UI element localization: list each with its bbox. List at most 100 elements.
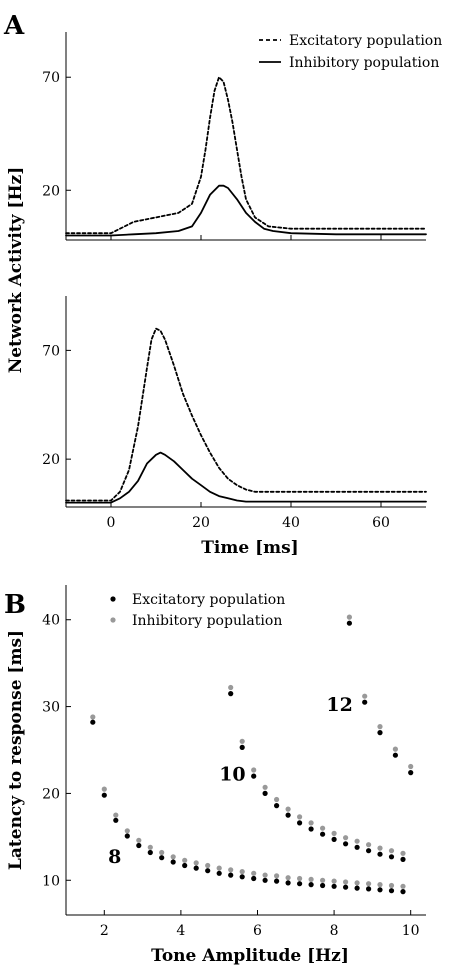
inhibitory-point bbox=[366, 881, 372, 887]
excitatory-point bbox=[320, 882, 326, 889]
panel-label-b: B bbox=[4, 590, 26, 620]
panel-b-y-axis-label: Latency to response [ms] bbox=[6, 630, 26, 870]
inhibitory-point bbox=[377, 724, 383, 730]
inhibitory-point bbox=[251, 767, 257, 773]
excitatory-series-line bbox=[65, 327, 427, 502]
excitatory-point bbox=[205, 868, 211, 874]
excitatory-point bbox=[377, 730, 383, 736]
excitatory-point bbox=[262, 877, 268, 883]
legend-inhibitory-marker bbox=[110, 617, 116, 623]
excitatory-point bbox=[408, 770, 414, 776]
excitatory-point bbox=[354, 844, 360, 850]
excitatory-point bbox=[388, 854, 395, 860]
inhibitory-point bbox=[377, 882, 383, 888]
x-tick-label: 4 bbox=[176, 923, 185, 939]
excitatory-point bbox=[392, 752, 398, 758]
inhibitory-point bbox=[362, 693, 368, 699]
legend-excitatory-marker bbox=[110, 596, 116, 602]
excitatory-point bbox=[251, 875, 257, 882]
excitatory-point bbox=[182, 862, 188, 869]
x-tick-label: 0 bbox=[107, 515, 116, 531]
inhibitory-point bbox=[331, 878, 337, 884]
excitatory-point bbox=[362, 699, 368, 705]
inhibitory-point bbox=[343, 879, 349, 885]
legend-excitatory-label: Excitatory population bbox=[289, 33, 442, 49]
excitatory-point bbox=[274, 878, 280, 884]
y-tick-label: 40 bbox=[42, 613, 60, 629]
excitatory-point bbox=[239, 744, 245, 751]
x-tick-label: 8 bbox=[330, 923, 339, 939]
curve-annotation: 10 bbox=[219, 763, 245, 785]
excitatory-point bbox=[308, 882, 314, 888]
inhibitory-point bbox=[136, 837, 142, 843]
y-tick-label: 20 bbox=[42, 183, 60, 199]
excitatory-point bbox=[193, 865, 199, 871]
inhibitory-point bbox=[216, 865, 222, 871]
excitatory-point bbox=[170, 859, 176, 865]
excitatory-point bbox=[216, 870, 222, 876]
excitatory-point bbox=[147, 849, 153, 856]
inhibitory-point bbox=[159, 849, 165, 856]
panel-label-a: A bbox=[3, 11, 25, 41]
excitatory-point bbox=[90, 719, 96, 725]
inhibitory-point bbox=[113, 812, 119, 818]
x-tick-label: 20 bbox=[192, 515, 210, 531]
inhibitory-point bbox=[320, 825, 326, 831]
excitatory-point bbox=[136, 842, 142, 849]
y-tick-label: 70 bbox=[42, 70, 60, 86]
excitatory-point bbox=[343, 884, 349, 890]
excitatory-point bbox=[101, 792, 107, 798]
curve-annotation: 12 bbox=[326, 694, 352, 716]
x-tick-label: 60 bbox=[372, 515, 390, 531]
inhibitory-point bbox=[297, 814, 303, 820]
y-tick-label: 20 bbox=[42, 786, 60, 802]
inhibitory-point bbox=[354, 880, 360, 886]
excitatory-point bbox=[346, 620, 352, 626]
y-tick-label: 70 bbox=[42, 343, 60, 359]
legend-inhibitory-label: Inhibitory population bbox=[132, 613, 282, 629]
legend-excitatory-label: Excitatory population bbox=[132, 592, 285, 608]
excitatory-point bbox=[377, 851, 383, 857]
excitatory-point bbox=[285, 812, 291, 818]
inhibitory-point bbox=[392, 746, 398, 752]
excitatory-point bbox=[366, 848, 372, 854]
excitatory-point bbox=[274, 803, 280, 809]
inhibitory-point bbox=[308, 876, 314, 883]
excitatory-point bbox=[331, 836, 337, 843]
inhibitory-point bbox=[354, 838, 360, 844]
panel-b-plot: 10 20 30 40 2 4 6 8 10 8 10 12 Excitatory populatio… bbox=[6, 585, 426, 966]
inhibitory-series-line bbox=[65, 451, 427, 504]
inhibitory-point bbox=[239, 869, 245, 875]
excitatory-point bbox=[297, 881, 303, 887]
excitatory-point bbox=[400, 889, 406, 895]
inhibitory-point bbox=[400, 883, 406, 889]
excitatory-point bbox=[124, 833, 130, 839]
panel-b-legend: Excitatory population Inhibitory populat… bbox=[110, 592, 285, 629]
excitatory-point bbox=[354, 885, 360, 891]
excitatory-point bbox=[159, 855, 165, 861]
inhibitory-point bbox=[228, 684, 234, 691]
inhibitory-point bbox=[239, 738, 245, 744]
excitatory-point bbox=[366, 886, 372, 892]
excitatory-point bbox=[228, 872, 234, 878]
inhibitory-point bbox=[262, 784, 268, 790]
y-tick-label: 10 bbox=[42, 873, 60, 889]
inhibitory-point bbox=[346, 614, 352, 620]
inhibitory-point bbox=[297, 875, 303, 882]
panel-a-x-axis-label: Time [ms] bbox=[201, 538, 298, 558]
y-tick-label: 20 bbox=[42, 452, 60, 468]
inhibitory-point bbox=[228, 867, 234, 873]
excitatory-point bbox=[262, 790, 268, 797]
inhibitory-point bbox=[251, 870, 257, 876]
inhibitory-point bbox=[308, 820, 314, 826]
y-tick-label: 30 bbox=[42, 700, 60, 716]
inhibitory-point bbox=[408, 763, 414, 770]
legend-inhibitory-label: Inhibitory population bbox=[289, 55, 439, 71]
inhibitory-point bbox=[285, 875, 291, 881]
excitatory-series-line bbox=[65, 76, 427, 235]
inhibitory-point bbox=[388, 882, 395, 889]
excitatory-point bbox=[331, 883, 337, 889]
inhibitory-point bbox=[388, 848, 395, 854]
inhibitory-point bbox=[205, 862, 211, 869]
